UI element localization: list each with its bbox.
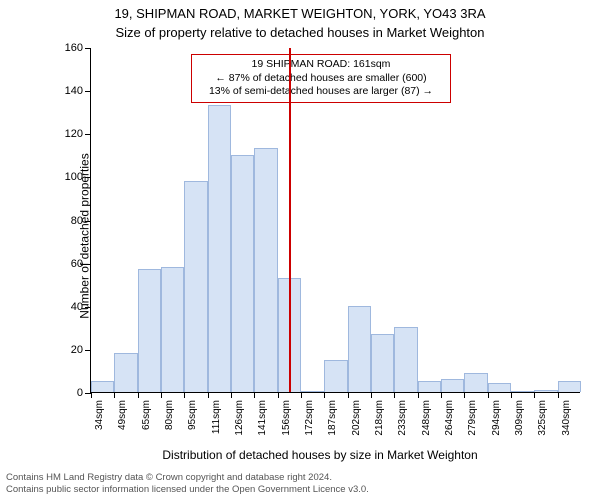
histogram-bar [324,360,347,392]
x-tick-label: 95sqm [187,400,198,430]
histogram-bar [348,306,371,392]
x-tick [464,392,465,398]
y-tick-label: 60 [71,258,83,270]
x-axis-title: Distribution of detached houses by size … [60,448,580,462]
histogram-bar [184,181,207,392]
x-tick-label: 141sqm [257,400,268,436]
x-tick [534,392,535,398]
x-tick [511,392,512,398]
x-tick-label: 294sqm [491,400,502,436]
y-tick [85,221,91,222]
histogram-bar [138,269,161,392]
x-tick-label: 187sqm [327,400,338,436]
chart-container: Number of detached properties 19 SHIPMAN… [60,48,580,423]
y-tick-label: 100 [65,171,83,183]
histogram-bar [488,383,511,392]
histogram-bar [534,390,557,392]
y-tick [85,48,91,49]
histogram-bar [441,379,464,392]
x-tick-label: 218sqm [374,400,385,436]
x-tick [161,392,162,398]
attribution-line-1: Contains HM Land Registry data © Crown c… [6,472,369,484]
x-tick [138,392,139,398]
histogram-bar [394,327,417,392]
x-tick [324,392,325,398]
x-tick-label: 34sqm [94,400,105,430]
annotation-line-3: 13% of semi-detached houses are larger (… [198,85,444,99]
histogram-bar [91,381,114,392]
x-tick-label: 172sqm [304,400,315,436]
y-tick-label: 140 [65,85,83,97]
x-tick-label: 156sqm [281,400,292,436]
chart-title: 19, SHIPMAN ROAD, MARKET WEIGHTON, YORK,… [0,0,600,23]
histogram-bar [464,373,487,392]
property-marker-line [289,48,291,392]
histogram-bar [511,391,534,392]
x-tick [208,392,209,398]
histogram-bar [161,267,184,392]
x-tick [301,392,302,398]
x-tick [254,392,255,398]
x-tick-label: 279sqm [467,400,478,436]
x-tick [488,392,489,398]
attribution: Contains HM Land Registry data © Crown c… [6,472,369,496]
y-tick [85,177,91,178]
y-tick [85,264,91,265]
histogram-bar [301,391,324,392]
x-tick-label: 309sqm [514,400,525,436]
x-tick-label: 202sqm [351,400,362,436]
x-tick-label: 233sqm [397,400,408,436]
x-tick [394,392,395,398]
annotation-line-1: 19 SHIPMAN ROAD: 161sqm [198,58,444,72]
y-tick-label: 160 [65,42,83,54]
histogram-bar [114,353,137,392]
y-tick [85,307,91,308]
x-tick [231,392,232,398]
x-tick-label: 49sqm [117,400,128,430]
chart-subtitle: Size of property relative to detached ho… [0,23,600,44]
x-tick [348,392,349,398]
y-tick-label: 120 [65,128,83,140]
x-tick-label: 65sqm [141,400,152,430]
histogram-bar [418,381,441,392]
histogram-bar [254,148,277,392]
x-tick-label: 126sqm [234,400,245,436]
x-tick-label: 80sqm [164,400,175,430]
x-tick-label: 248sqm [421,400,432,436]
x-tick-label: 111sqm [211,400,222,434]
x-tick [371,392,372,398]
annotation-line-2: ← 87% of detached houses are smaller (60… [198,72,444,86]
x-tick-label: 264sqm [444,400,455,436]
y-tick-label: 0 [77,387,83,399]
x-tick [418,392,419,398]
y-tick-label: 80 [71,215,83,227]
histogram-bar [558,381,581,392]
x-tick [278,392,279,398]
histogram-bar [231,155,254,392]
y-tick-label: 20 [71,344,83,356]
x-tick [441,392,442,398]
x-tick-label: 325sqm [537,400,548,436]
plot-area: 19 SHIPMAN ROAD: 161sqm ← 87% of detache… [90,48,580,393]
y-tick-label: 40 [71,301,83,313]
x-tick [184,392,185,398]
y-tick [85,91,91,92]
annotation-box: 19 SHIPMAN ROAD: 161sqm ← 87% of detache… [191,54,451,103]
histogram-bar [371,334,394,392]
x-tick [558,392,559,398]
x-tick [91,392,92,398]
y-tick [85,350,91,351]
y-tick [85,134,91,135]
histogram-bar [208,105,231,392]
attribution-line-2: Contains public sector information licen… [6,484,369,496]
x-tick [114,392,115,398]
x-tick-label: 340sqm [561,400,572,436]
